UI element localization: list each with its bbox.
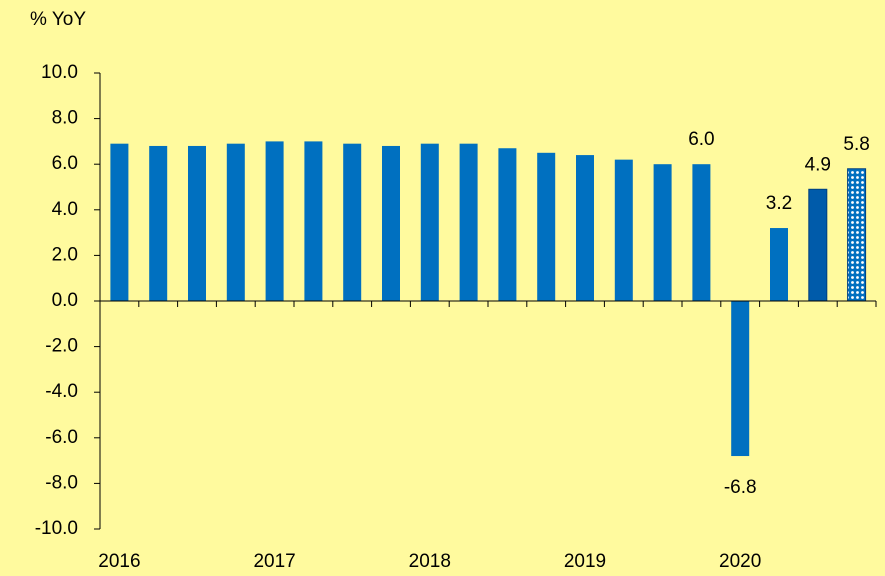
bar xyxy=(808,188,828,302)
y-tick-label: -4.0 xyxy=(45,381,78,402)
bar xyxy=(149,145,168,301)
bar xyxy=(537,152,556,301)
bar xyxy=(653,164,672,301)
bar xyxy=(110,143,129,301)
bar xyxy=(226,143,245,301)
value-label: -6.8 xyxy=(724,477,757,498)
x-tick-label: 2019 xyxy=(564,551,606,572)
bar xyxy=(343,143,362,301)
bar xyxy=(770,228,788,301)
y-tick-label: 0.0 xyxy=(52,290,78,311)
bar xyxy=(304,141,323,301)
y-tick-label: -8.0 xyxy=(45,472,78,493)
y-tick-label: 4.0 xyxy=(52,199,78,220)
bar xyxy=(576,155,594,301)
bar xyxy=(731,301,750,457)
bar xyxy=(188,145,206,301)
bar xyxy=(692,164,711,301)
value-label: 5.8 xyxy=(843,134,869,155)
value-label: 3.2 xyxy=(766,193,792,214)
y-tick-label: -2.0 xyxy=(45,336,78,357)
y-axis-label: % YoY xyxy=(30,9,86,30)
bar xyxy=(265,141,284,301)
bar xyxy=(459,143,478,301)
bar xyxy=(420,143,439,301)
x-tick-label: 2017 xyxy=(253,551,295,572)
y-tick-label: -6.0 xyxy=(45,427,78,448)
x-tick-label: 2018 xyxy=(409,551,451,572)
x-tick-label: 2020 xyxy=(719,551,761,572)
bar xyxy=(498,148,517,301)
y-tick-label: 8.0 xyxy=(52,108,78,129)
x-tick-label: 2016 xyxy=(98,551,140,572)
y-tick-label: -10.0 xyxy=(35,518,78,539)
value-label: 4.9 xyxy=(805,154,831,175)
bar xyxy=(614,159,633,301)
bar xyxy=(382,145,400,301)
bar xyxy=(847,168,867,302)
value-label: 6.0 xyxy=(688,129,714,150)
y-tick-label: 10.0 xyxy=(41,62,78,83)
y-tick-label: 2.0 xyxy=(52,244,78,265)
y-tick-label: 6.0 xyxy=(52,153,78,174)
